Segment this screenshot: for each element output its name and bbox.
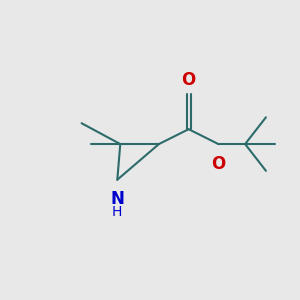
Text: N: N (110, 190, 124, 208)
Text: H: H (112, 205, 122, 219)
Text: O: O (182, 71, 196, 89)
Text: O: O (211, 155, 226, 173)
